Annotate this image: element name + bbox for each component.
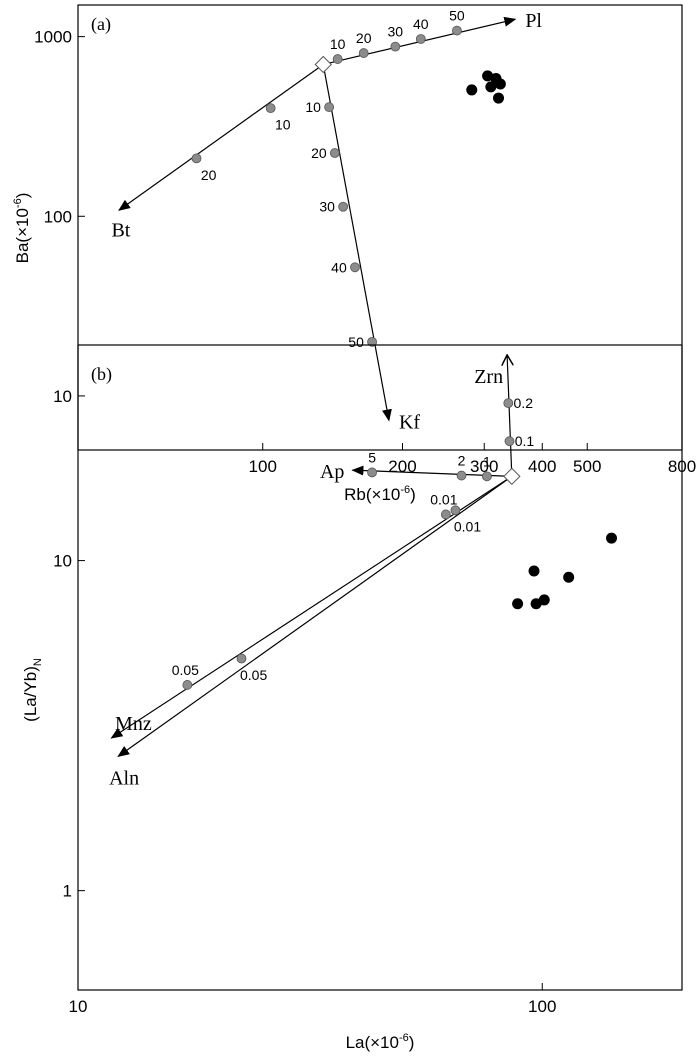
sample-point [512, 598, 524, 610]
step-point [450, 505, 461, 516]
step-point [350, 262, 360, 273]
step-point [332, 54, 343, 64]
axis-ticks: 10 100 1 10 [53, 552, 556, 1016]
step-label: 20 [201, 167, 217, 183]
y-tick-label: 1000 [34, 28, 72, 47]
step-point [452, 25, 462, 36]
step-label: 0.05 [240, 667, 267, 683]
x-tick-label: 100 [249, 457, 277, 476]
step-point [191, 153, 202, 164]
step-point [440, 509, 451, 520]
step-label: 0.1 [515, 433, 535, 449]
step-label: 50 [449, 8, 465, 24]
step-label: 20 [356, 30, 372, 46]
x-axis-title: La(×10-6) [346, 1032, 415, 1052]
vector-layer: 10 20 30 40 50 Pl 10 20 Bt 10 20 30 40 50 Kf [111, 8, 542, 434]
vector-line [110, 475, 513, 739]
step-label: 5 [368, 449, 376, 465]
origin-marker [503, 467, 521, 486]
step-point [504, 436, 515, 447]
step-point [338, 201, 349, 212]
vector-line [118, 63, 324, 211]
step-point [182, 680, 193, 690]
step-point [236, 653, 247, 664]
mineral-label: Pl [525, 10, 542, 32]
step-label: 0.01 [454, 519, 481, 535]
x-tick-label: 300 [470, 457, 498, 476]
step-point [367, 467, 377, 478]
step-label: 10 [330, 36, 346, 52]
y-tick-label: 10 [53, 552, 72, 571]
step-point [324, 102, 335, 113]
step-label: 0.2 [514, 395, 534, 411]
step-label: 40 [331, 259, 347, 275]
step-label: 30 [388, 24, 404, 40]
mineral-label: Ap [320, 461, 344, 483]
sample-point [538, 594, 550, 606]
sample-layer [512, 532, 618, 610]
sample-point [482, 70, 494, 82]
step-label: 20 [311, 145, 327, 161]
x-tick-label: 400 [528, 457, 556, 476]
sample-layer [466, 70, 506, 104]
mineral-label: Kf [399, 411, 420, 433]
vector-line [322, 64, 392, 422]
sample-point [530, 598, 542, 610]
vector-line [117, 475, 513, 758]
y-tick-label: 10 [53, 387, 72, 406]
step-point [367, 336, 377, 347]
y-axis-title: Ba(×10-6) [12, 193, 32, 264]
step-label: 0.05 [172, 662, 199, 678]
step-label: 10 [305, 99, 321, 115]
vector-layer: 0.1 0.2 Zrn 1 2 5 Ap 0.01 0.05 Mnz 0.01 0.05 Aln [109, 355, 535, 789]
x-tick-label: 10 [69, 997, 88, 1016]
sample-point [466, 84, 478, 96]
sample-point [563, 571, 575, 583]
mineral-label: Mnz [115, 713, 152, 735]
step-point [456, 470, 467, 481]
plot-frame [77, 344, 683, 991]
mineral-label: Aln [109, 767, 139, 789]
origin-marker [314, 55, 332, 74]
sample-point [528, 565, 540, 577]
x-axis-title: Rb(×10-6) [344, 484, 416, 504]
step-point [358, 48, 369, 58]
panel-label: (a) [91, 14, 111, 35]
y-tick-label: 100 [44, 207, 72, 226]
sample-point [485, 81, 497, 93]
step-point [503, 398, 514, 409]
sample-point [606, 532, 618, 544]
plot-frame [77, 4, 683, 451]
panel-label: (b) [91, 364, 112, 385]
step-label: 1 [483, 453, 491, 469]
step-label: 40 [413, 16, 429, 32]
sample-point [493, 92, 505, 104]
step-point [329, 148, 340, 158]
mineral-label: Bt [111, 219, 130, 241]
x-tick-label: 100 [528, 997, 556, 1016]
mineral-label: Zrn [474, 366, 503, 388]
panel-b: (b) 10 100 1 10 La(×10-6) (La/Yb)N 0.1 0.2 Zr… [21, 344, 683, 1052]
step-label: 10 [275, 117, 291, 133]
step-point [482, 471, 492, 482]
step-point [265, 103, 276, 114]
step-point [415, 34, 426, 44]
step-label: 2 [458, 453, 466, 469]
vector-line [507, 355, 512, 477]
x-tick-label: 500 [573, 457, 601, 476]
x-tick-label: 200 [388, 457, 416, 476]
step-point [390, 41, 401, 52]
step-label: 30 [319, 199, 335, 215]
step-label: 0.01 [430, 491, 457, 507]
sample-point [494, 78, 506, 90]
y-tick-label: 1 [63, 882, 72, 901]
y-axis-title: (La/Yb)N [21, 658, 44, 722]
step-label: 50 [348, 334, 364, 350]
